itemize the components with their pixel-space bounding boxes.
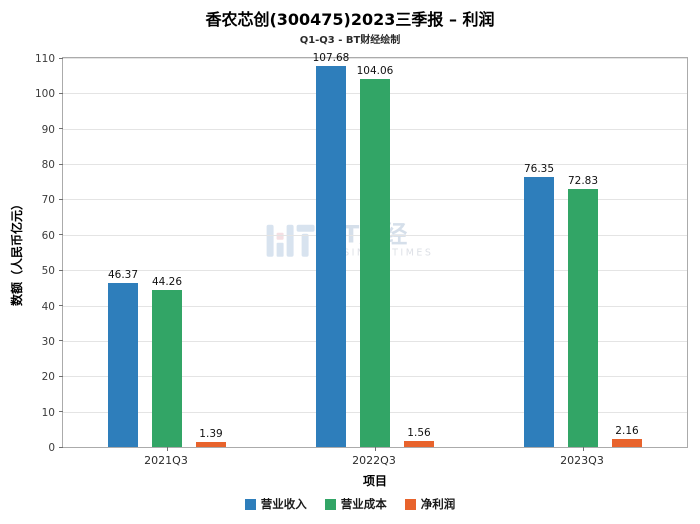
y-tick-label: 0	[48, 442, 55, 454]
x-tick-label: 2022Q3	[352, 454, 396, 467]
plot-area: BT财经 BUSINESSTIMES 0 10 20 30 40 50 60 70 80 90 10…	[35, 52, 688, 454]
y-tick-label: 20	[41, 371, 55, 384]
y-tick-mark	[59, 128, 63, 130]
y-tick-label: 110	[34, 53, 55, 65]
bar-value-label: 72.83	[567, 175, 599, 188]
y-tick-label: 90	[41, 123, 55, 136]
bar-value-label: 76.35	[523, 163, 555, 175]
y-tick-label: 100	[34, 88, 55, 101]
x-tick-mark	[374, 447, 376, 451]
bar	[152, 290, 182, 447]
bar	[316, 66, 346, 447]
x-axis-label: 项目	[362, 474, 387, 488]
y-tick-mark	[59, 163, 63, 165]
legend-item: 营业收入	[244, 496, 307, 512]
logo-dot	[276, 242, 284, 257]
legend-item: 净利润	[404, 496, 456, 512]
legend-swatch	[404, 498, 416, 510]
legend-item: 营业成本	[324, 496, 387, 512]
watermark: BT财经 BUSINESSTIMES	[266, 221, 434, 261]
bar	[568, 189, 598, 447]
y-tick-label: 80	[41, 159, 55, 172]
y-tick-mark	[59, 269, 63, 271]
x-tick-label: 2021Q3	[144, 454, 188, 467]
bar-value-label: 1.56	[407, 427, 431, 440]
bar-value-label: 1.39	[199, 428, 223, 441]
y-tick-mark	[59, 198, 63, 200]
y-tick-mark	[59, 57, 63, 59]
bar-value-label: 46.37	[107, 269, 139, 282]
y-tick-label: 30	[41, 335, 55, 348]
legend-swatch	[324, 498, 336, 510]
bar	[404, 441, 434, 447]
y-tick-label: 70	[41, 194, 55, 207]
gridline	[63, 58, 687, 59]
bar-value-label: 107.68	[312, 52, 350, 65]
y-tick-label: 40	[41, 300, 55, 313]
y-axis-label: 数额（人民币亿元）	[10, 198, 24, 307]
bar	[612, 439, 642, 447]
bar-value-label: 104.06	[356, 65, 394, 78]
legend: 营业收入 营业成本 净利润	[0, 496, 700, 512]
y-tick-label: 60	[41, 229, 55, 242]
y-tick-mark	[59, 340, 63, 342]
bar	[108, 283, 138, 447]
y-tick-mark	[59, 446, 63, 448]
bt-logo-icon	[266, 224, 315, 257]
logo-bar	[286, 224, 294, 257]
legend-label: 净利润	[420, 497, 456, 511]
legend-label: 营业成本	[340, 497, 387, 511]
y-tick-mark	[59, 375, 63, 377]
legend-swatch	[244, 498, 256, 510]
bar	[360, 79, 390, 447]
chart-title: 香农芯创(300475)2023三季报 – 利润	[205, 10, 495, 29]
y-tick-label: 10	[41, 406, 55, 419]
legend-label: 营业收入	[260, 497, 307, 511]
x-tick-mark	[166, 447, 168, 451]
y-tick-mark	[59, 411, 63, 413]
bar	[196, 442, 226, 447]
logo-t	[296, 224, 315, 257]
x-tick-label: 2023Q3	[560, 454, 604, 467]
y-tick-mark	[59, 305, 63, 307]
bar-value-label: 44.26	[151, 276, 183, 289]
x-tick-mark	[582, 447, 584, 451]
y-tick-mark	[59, 234, 63, 236]
y-tick-label: 50	[41, 265, 55, 278]
bar	[524, 177, 554, 447]
chart-subtitle: Q1-Q3 - BT财经绘制	[299, 35, 401, 46]
y-tick-mark	[59, 92, 63, 94]
logo-bar	[266, 224, 274, 257]
bar-value-label: 2.16	[615, 425, 639, 438]
x-tick-row: 2021Q3 2022Q3 2023Q3	[62, 454, 688, 468]
logo-dots	[276, 225, 284, 257]
